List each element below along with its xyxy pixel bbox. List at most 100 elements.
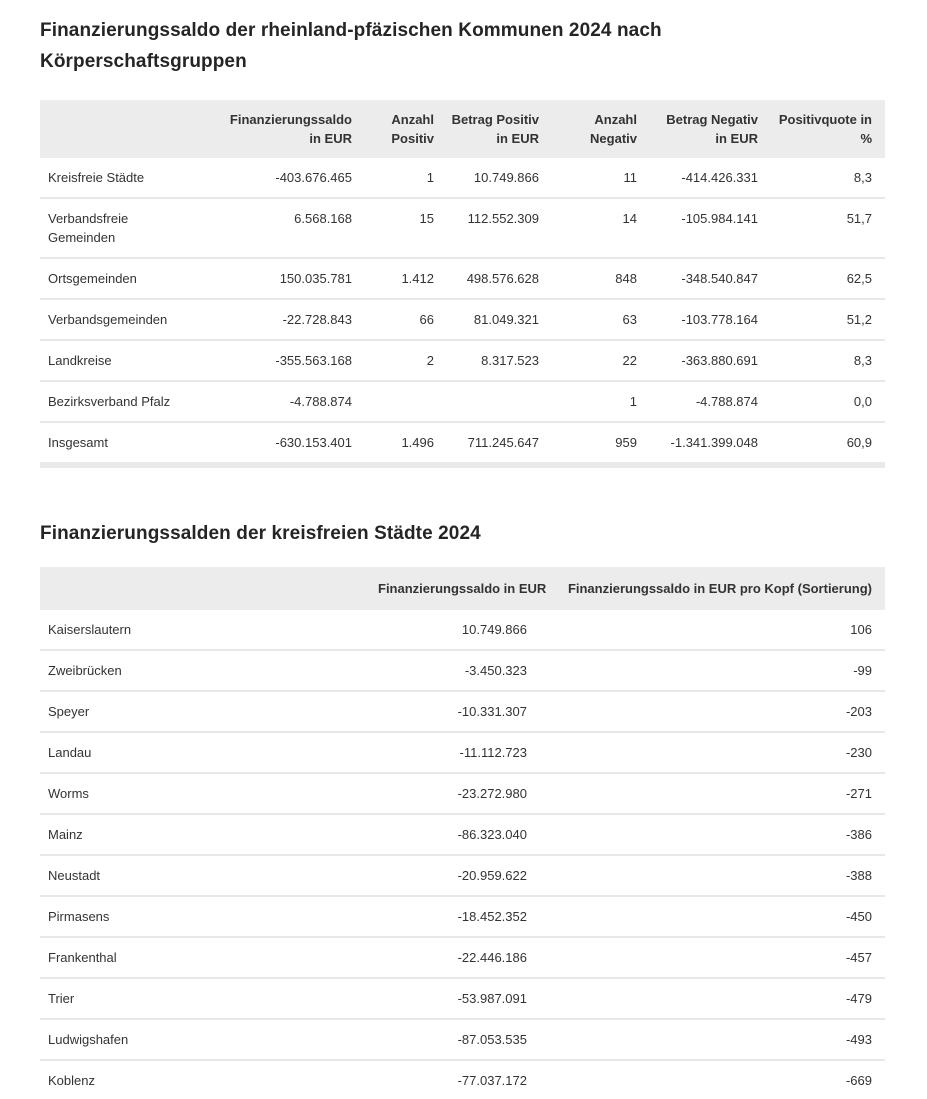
value-cell: 60,9 xyxy=(766,421,885,462)
value-cell: -457 xyxy=(535,936,885,978)
value-cell: -105.984.141 xyxy=(645,197,766,258)
value-cell: -203 xyxy=(535,690,885,732)
column-header: Betrag Positiv in EUR xyxy=(442,100,547,158)
value-cell: 8.317.523 xyxy=(442,339,547,381)
table-header: Finanzierungssaldo in EUR Finanzierungssa… xyxy=(40,567,885,610)
value-cell: -386 xyxy=(535,813,885,855)
table-row: Trier -53.987.091 -479 xyxy=(40,977,885,1019)
row-label-cell: Koblenz xyxy=(40,1059,370,1099)
row-label-cell: Neustadt xyxy=(40,854,370,896)
column-header: Positivquote in % xyxy=(766,100,885,158)
value-cell: 848 xyxy=(547,257,645,299)
table-body: Kreisfreie Städte -403.676.465 1 10.749.866… xyxy=(40,158,885,462)
value-cell: -348.540.847 xyxy=(645,257,766,299)
value-cell: -99 xyxy=(535,649,885,691)
table-row: Verbandsfreie Gemeinden 6.568.168 15 112.55… xyxy=(40,197,885,258)
value-cell: -4.788.874 xyxy=(190,380,360,422)
table-row: Ortsgemeinden 150.035.781 1.412 498.576.628… xyxy=(40,257,885,299)
value-cell: 112.552.309 xyxy=(442,197,547,258)
column-header: Anzahl Positiv xyxy=(360,100,442,158)
value-cell: -669 xyxy=(535,1059,885,1099)
row-label-cell: Bezirksverband Pfalz xyxy=(40,380,190,422)
value-cell: -363.880.691 xyxy=(645,339,766,381)
section-heading-koerperschaftsgruppen: Finanzierungssaldo der rheinland-pfäzisc… xyxy=(40,20,662,72)
table-row: Frankenthal -22.446.186 -457 xyxy=(40,936,885,978)
column-header: Anzahl Negativ xyxy=(547,100,645,158)
value-cell: -403.676.465 xyxy=(275,170,352,185)
value-cell: -53.987.091 xyxy=(370,977,535,1019)
value-cell: -103.778.164 xyxy=(645,298,766,340)
value-cell: 66 xyxy=(360,298,442,340)
value-cell: 22 xyxy=(547,339,645,381)
table-row: Insgesamt -630.153.401 1.496 711.245.647 959… xyxy=(40,421,885,462)
value-cell: 106 xyxy=(850,622,872,637)
value-cell: 1.412 xyxy=(360,257,442,299)
column-header xyxy=(40,100,190,158)
row-label-cell: Landkreise xyxy=(40,339,190,381)
table-row: Kreisfreie Städte -403.676.465 1 10.749.866… xyxy=(40,158,885,198)
value-cell: -23.272.980 xyxy=(370,772,535,814)
value-cell: 14 xyxy=(547,197,645,258)
value-cell xyxy=(360,380,442,422)
table-row: Mainz -86.323.040 -386 xyxy=(40,813,885,855)
value-cell: -3.450.323 xyxy=(370,649,535,691)
column-header: Finanzierungssaldo in EUR xyxy=(370,567,546,610)
column-header: Finanzierungssaldo in EUR pro Kopf (Sort… xyxy=(535,567,885,610)
row-label-cell: Landau xyxy=(40,731,370,773)
value-cell: 1 xyxy=(426,170,434,185)
table-row: Landkreise -355.563.168 2 8.317.523 22 -363.8… xyxy=(40,339,885,381)
value-cell: 11 xyxy=(623,170,638,185)
value-cell: 51,7 xyxy=(766,197,885,258)
value-cell: -87.053.535 xyxy=(370,1018,535,1060)
value-cell: -18.452.352 xyxy=(370,895,535,937)
value-cell: -414.426.331 xyxy=(681,170,758,185)
row-label-cell: Speyer xyxy=(40,690,370,732)
value-cell: -86.323.040 xyxy=(370,813,535,855)
value-cell: 10.749.866 xyxy=(461,622,527,637)
value-cell: -355.563.168 xyxy=(190,339,360,381)
column-header: Finanzierungssaldo in EUR xyxy=(190,100,360,158)
table-row: Bezirksverband Pfalz -4.788.874 1 -4.788.87… xyxy=(40,380,885,422)
row-label-cell: Verbandsgemeinden xyxy=(40,298,190,340)
value-cell: -4.788.874 xyxy=(645,380,766,422)
table-header: Finanzierungssaldo in EUR Anzahl Positiv B… xyxy=(40,100,885,158)
value-cell: -450 xyxy=(535,895,885,937)
row-label-cell: Ludwigshafen xyxy=(40,1018,370,1060)
row-label-cell: Mainz xyxy=(40,813,370,855)
value-cell: -479 xyxy=(535,977,885,1019)
row-label-cell: Frankenthal xyxy=(40,936,370,978)
table-row: Pirmasens -18.452.352 -450 xyxy=(40,895,885,937)
value-cell: 63 xyxy=(547,298,645,340)
value-cell: -271 xyxy=(535,772,885,814)
table-header-row: Finanzierungssaldo in EUR Anzahl Positiv B… xyxy=(40,100,885,158)
table-row: Koblenz -77.037.172 -669 xyxy=(40,1059,885,1099)
value-cell: 1 xyxy=(547,380,645,422)
value-cell xyxy=(442,380,547,422)
value-cell: -22.446.186 xyxy=(370,936,535,978)
value-cell: 711.245.647 xyxy=(442,421,547,462)
koerperschaftsgruppen-table: Finanzierungssaldo in EUR Anzahl Positiv B… xyxy=(40,100,885,462)
value-cell: 62,5 xyxy=(766,257,885,299)
value-cell: 0,0 xyxy=(766,380,885,422)
table-footer-bar xyxy=(40,462,885,468)
value-cell: -22.728.843 xyxy=(190,298,360,340)
column-header xyxy=(40,567,370,610)
value-cell: -630.153.401 xyxy=(190,421,360,462)
value-cell: 51,2 xyxy=(766,298,885,340)
value-cell: -77.037.172 xyxy=(370,1059,535,1099)
table-header-row: Finanzierungssaldo in EUR Finanzierungssa… xyxy=(40,567,885,610)
column-header: Betrag Negativ in EUR xyxy=(645,100,766,158)
value-cell: -11.112.723 xyxy=(370,731,535,773)
value-cell: 2 xyxy=(360,339,442,381)
value-cell: 6.568.168 xyxy=(190,197,360,258)
value-cell: 498.576.628 xyxy=(442,257,547,299)
value-cell: 15 xyxy=(360,197,442,258)
value-cell: -493 xyxy=(535,1018,885,1060)
row-label-cell: Verbandsfreie Gemeinden xyxy=(40,197,190,258)
row-label-cell: Zweibrücken xyxy=(40,649,370,691)
table-row: Zweibrücken -3.450.323 -99 xyxy=(40,649,885,691)
row-label-cell: Kreisfreie Städte xyxy=(48,170,145,185)
value-cell: -1.341.399.048 xyxy=(645,421,766,462)
kreisfreie-staedte-table: Finanzierungssaldo in EUR Finanzierungssa… xyxy=(40,567,885,1099)
